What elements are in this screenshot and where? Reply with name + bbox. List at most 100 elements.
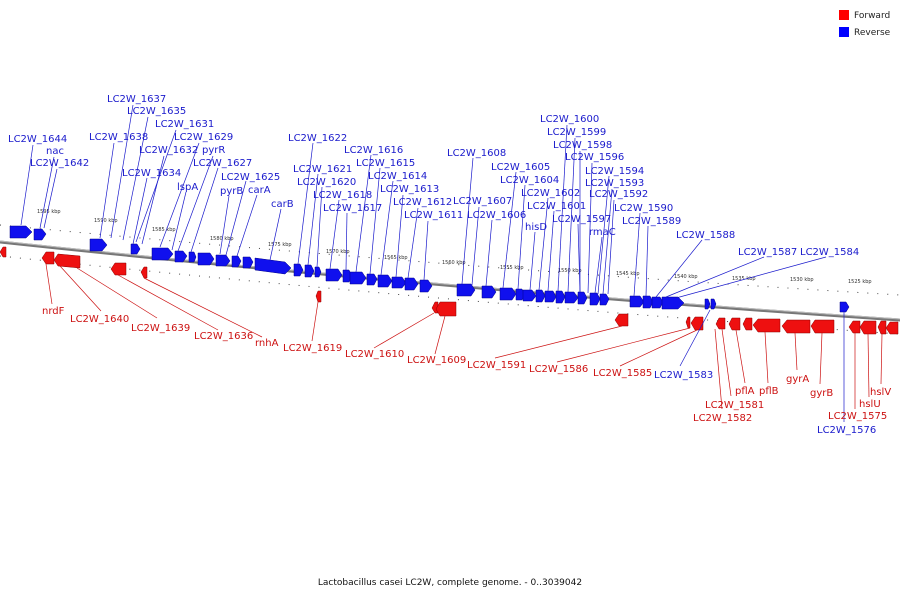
gene-label-reverse[interactable]: LC2W_1587 [738,247,797,258]
gene-arrow-reverse[interactable] [304,264,315,278]
gene-arrow-reverse[interactable] [522,289,537,302]
gene-label-reverse[interactable]: pyrR [202,145,225,156]
gene-label-forward[interactable]: hslU [859,399,881,410]
gene-label-forward[interactable]: LC2W_1581 [705,400,764,411]
gene-label-reverse[interactable]: nac [46,146,64,157]
gene-arrow-forward[interactable] [0,246,7,258]
gene-label-forward[interactable]: pflA [735,386,755,397]
gene-label-reverse[interactable]: LC2W_1605 [491,162,550,173]
gene-arrow-forward[interactable] [859,320,877,335]
gene-label-forward[interactable]: LC2W_1636 [194,331,253,342]
gene-arrow-reverse[interactable] [599,293,610,306]
gene-arrow-forward[interactable] [315,290,322,303]
gene-label-reverse[interactable]: LC2W_1576 [817,425,876,436]
gene-arrow-reverse[interactable] [254,257,292,275]
gene-arrow-reverse[interactable] [704,298,711,310]
gene-arrow-reverse[interactable] [33,228,47,241]
gene-label-reverse[interactable]: carB [271,199,294,210]
gene-arrow-reverse[interactable] [391,276,407,289]
gene-arrow-reverse[interactable] [197,252,215,266]
gene-arrow-forward[interactable] [848,320,861,334]
gene-label-reverse[interactable]: LC2W_1612 [393,197,452,208]
gene-arrow-forward[interactable] [41,251,55,265]
gene-label-reverse[interactable]: LC2W_1597 [552,214,611,225]
gene-label-reverse[interactable]: LC2W_1637 [107,94,166,105]
gene-label-forward[interactable]: LC2W_1582 [693,413,752,424]
gene-label-reverse[interactable]: LC2W_1644 [8,134,67,145]
gene-label-reverse[interactable]: lspA [177,182,198,193]
gene-arrow-reverse[interactable] [577,291,588,305]
gene-arrow-reverse[interactable] [481,285,497,299]
gene-arrow-reverse[interactable] [151,247,174,261]
gene-arrow-reverse[interactable] [215,254,231,267]
gene-label-reverse[interactable]: LC2W_1607 [453,196,512,207]
gene-arrow-reverse[interactable] [293,263,304,277]
gene-label-reverse[interactable]: LC2W_1608 [447,148,506,159]
gene-label-reverse[interactable]: LC2W_1601 [527,201,586,212]
gene-label-reverse[interactable]: LC2W_1635 [127,106,186,117]
gene-label-forward[interactable]: LC2W_1639 [131,323,190,334]
gene-label-reverse[interactable]: LC2W_1638 [89,132,148,143]
gene-label-reverse[interactable]: LC2W_1592 [589,189,648,200]
gene-arrow-reverse[interactable] [589,292,601,306]
gene-arrow-forward[interactable] [435,301,457,317]
gene-label-reverse[interactable]: LC2W_1606 [467,210,526,221]
gene-label-reverse[interactable]: LC2W_1594 [585,166,644,177]
gene-label-reverse[interactable]: LC2W_1588 [676,230,735,241]
gene-arrow-reverse[interactable] [839,301,850,313]
gene-label-reverse[interactable]: LC2W_1627 [193,158,252,169]
gene-label-reverse[interactable]: LC2W_1618 [313,190,372,201]
gene-label-reverse[interactable]: LC2W_1600 [540,114,599,125]
gene-label-forward[interactable]: nrdF [42,306,65,317]
gene-label-reverse[interactable]: LC2W_1634 [122,168,181,179]
gene-arrow-forward[interactable] [53,253,81,269]
gene-arrow-reverse[interactable] [642,295,654,309]
gene-label-forward[interactable]: LC2W_1591 [467,360,526,371]
gene-arrow-reverse[interactable] [130,243,141,255]
gene-arrow-reverse[interactable] [349,271,367,285]
gene-arrow-forward[interactable] [885,321,899,335]
gene-arrow-reverse[interactable] [544,290,557,303]
gene-arrow-forward[interactable] [742,317,753,331]
gene-arrow-reverse[interactable] [651,296,664,309]
gene-arrow-forward[interactable] [685,316,691,329]
gene-arrow-forward[interactable] [810,319,835,334]
gene-arrow-reverse[interactable] [404,277,419,291]
gene-arrow-forward[interactable] [110,262,127,276]
gene-label-forward[interactable]: LC2W_1585 [593,368,652,379]
gene-arrow-reverse[interactable] [314,266,322,278]
gene-label-reverse[interactable]: LC2W_1642 [30,158,89,169]
gene-label-forward[interactable]: LC2W_1609 [407,355,466,366]
gene-label-reverse[interactable]: LC2W_1614 [368,171,427,182]
gene-arrow-reverse[interactable] [9,225,33,239]
gene-arrow-reverse[interactable] [174,250,188,263]
gene-label-reverse[interactable]: LC2W_1625 [221,172,280,183]
gene-label-reverse[interactable]: pyrB [220,186,243,197]
gene-arrow-forward[interactable] [690,316,704,331]
gene-label-reverse[interactable]: LC2W_1632 [139,145,198,156]
gene-label-reverse[interactable]: LC2W_1620 [297,177,356,188]
gene-arrow-reverse[interactable] [555,290,566,304]
gene-label-reverse[interactable]: LC2W_1593 [585,178,644,189]
gene-label-reverse[interactable]: LC2W_1622 [288,133,347,144]
gene-label-reverse[interactable]: LC2W_1583 [654,370,713,381]
gene-arrow-reverse[interactable] [325,268,343,282]
gene-label-reverse[interactable]: LC2W_1584 [800,247,859,258]
gene-label-forward[interactable]: gyrA [786,374,809,385]
gene-arrow-reverse[interactable] [366,273,378,286]
gene-label-reverse[interactable]: LC2W_1629 [174,132,233,143]
gene-label-reverse[interactable]: LC2W_1616 [344,145,403,156]
gene-label-forward[interactable]: LC2W_1575 [828,411,887,422]
gene-arrow-forward[interactable] [715,317,726,330]
gene-label-reverse[interactable]: LC2W_1604 [500,175,559,186]
gene-arrow-forward[interactable] [140,266,148,279]
gene-label-reverse[interactable]: LC2W_1589 [622,216,681,227]
gene-arrow-reverse[interactable] [89,238,108,252]
gene-label-forward[interactable]: LC2W_1610 [345,349,404,360]
gene-arrow-reverse[interactable] [499,287,517,301]
gene-label-reverse[interactable]: carA [248,185,271,196]
gene-label-forward[interactable]: LC2W_1619 [283,343,342,354]
gene-label-forward[interactable]: rnhA [255,338,279,349]
gene-label-forward[interactable]: pflB [759,386,779,397]
gene-label-reverse[interactable]: LC2W_1590 [614,203,673,214]
